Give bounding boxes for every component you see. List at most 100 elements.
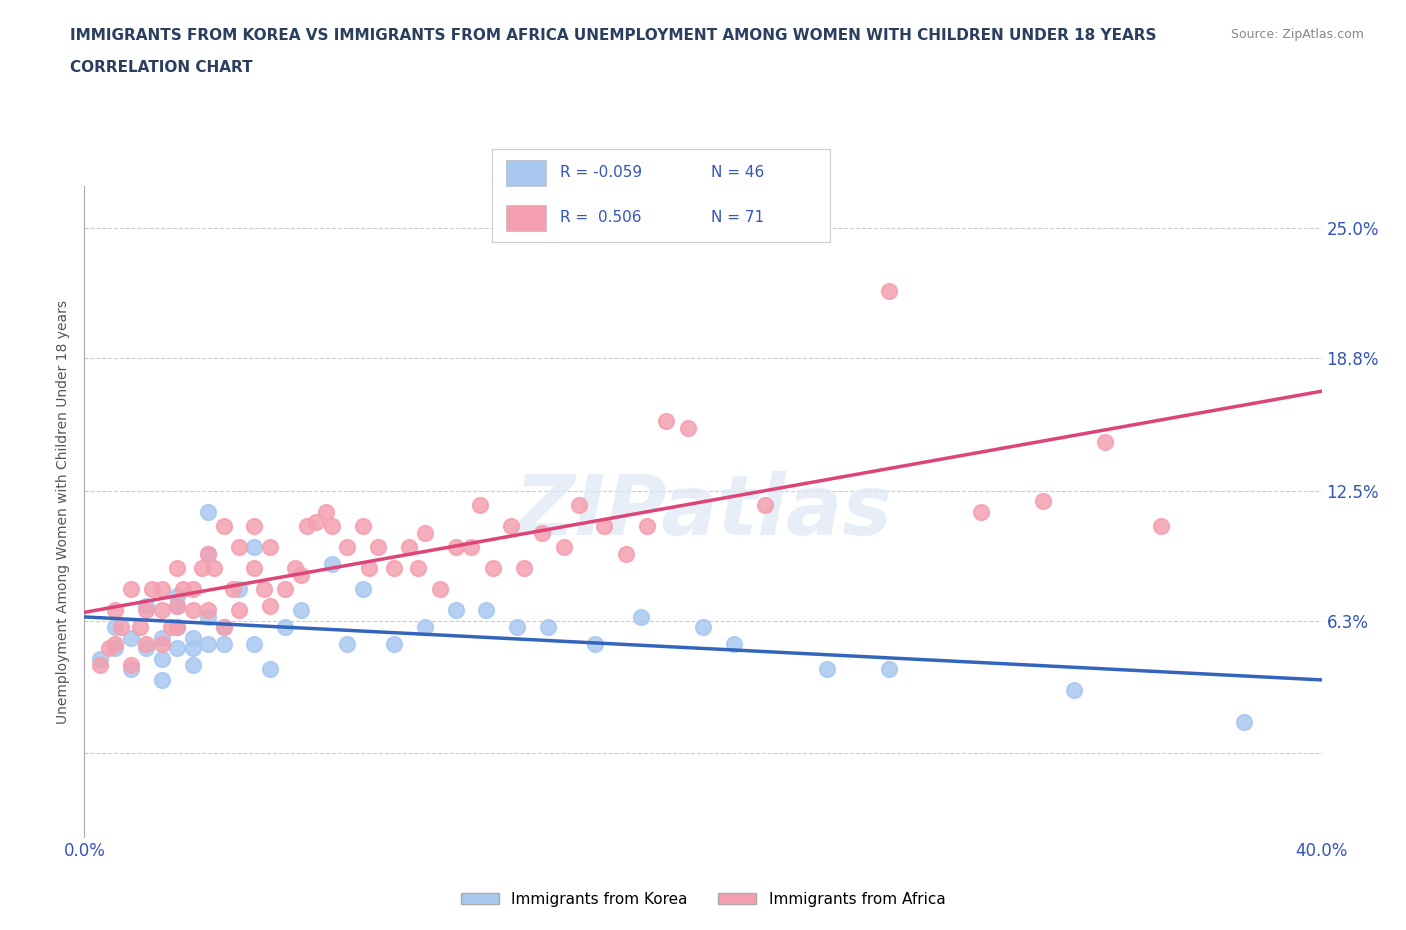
Point <box>315 504 337 519</box>
Text: Source: ZipAtlas.com: Source: ZipAtlas.com <box>1230 28 1364 41</box>
Point <box>531 525 554 540</box>
Y-axis label: Unemployment Among Women with Children Under 18 years: Unemployment Among Women with Children U… <box>56 299 70 724</box>
FancyBboxPatch shape <box>506 160 546 186</box>
Point <box>135 599 157 614</box>
Point <box>259 599 281 614</box>
Point <box>150 630 173 644</box>
Point <box>212 619 235 634</box>
Point <box>970 504 993 519</box>
Point <box>197 546 219 561</box>
Point <box>398 539 420 554</box>
Point <box>1032 494 1054 509</box>
Point <box>444 603 467 618</box>
Point <box>754 498 776 512</box>
Point <box>104 636 127 651</box>
Point <box>537 619 560 634</box>
Point <box>413 619 436 634</box>
Point <box>243 561 266 576</box>
Text: R =  0.506: R = 0.506 <box>560 210 641 225</box>
Point <box>181 603 204 618</box>
Text: ZIPatlas: ZIPatlas <box>515 471 891 552</box>
Point <box>408 561 430 576</box>
Point <box>305 514 328 529</box>
Point <box>1233 714 1256 729</box>
Point <box>197 609 219 624</box>
Point <box>160 619 183 634</box>
Point <box>222 582 245 597</box>
Point <box>321 519 343 534</box>
Point <box>120 630 142 644</box>
Point <box>166 599 188 614</box>
Point <box>166 599 188 614</box>
Text: R = -0.059: R = -0.059 <box>560 166 641 180</box>
Point <box>212 636 235 651</box>
Point <box>120 582 142 597</box>
Point <box>553 539 575 554</box>
Point <box>877 284 900 299</box>
Point <box>181 641 204 656</box>
Point <box>243 636 266 651</box>
Point <box>166 619 188 634</box>
Point <box>104 619 127 634</box>
Point <box>290 567 312 582</box>
Point <box>636 519 658 534</box>
Point <box>135 641 157 656</box>
Point <box>367 539 389 554</box>
Point <box>352 519 374 534</box>
Point <box>89 651 111 666</box>
Point <box>692 619 714 634</box>
Point <box>150 672 173 687</box>
Point <box>150 651 173 666</box>
Point <box>104 641 127 656</box>
Point <box>259 661 281 676</box>
Point <box>1063 683 1085 698</box>
Point <box>877 661 900 676</box>
Point <box>1094 434 1116 449</box>
Point <box>630 609 652 624</box>
Point <box>166 619 188 634</box>
Point <box>284 561 307 576</box>
Point <box>150 582 173 597</box>
Point <box>135 636 157 651</box>
Point <box>506 619 529 634</box>
Point <box>104 603 127 618</box>
Point <box>197 636 219 651</box>
Point <box>212 519 235 534</box>
Point <box>357 561 380 576</box>
Text: N = 46: N = 46 <box>711 166 765 180</box>
Point <box>723 636 745 651</box>
Point <box>129 619 152 634</box>
Point <box>120 661 142 676</box>
Point <box>197 603 219 618</box>
Point <box>295 519 318 534</box>
Point <box>274 619 297 634</box>
Point <box>475 603 498 618</box>
Text: N = 71: N = 71 <box>711 210 765 225</box>
Point <box>382 561 405 576</box>
Point <box>470 498 492 512</box>
Point <box>815 661 838 676</box>
Point <box>181 658 204 672</box>
Point <box>413 525 436 540</box>
Point <box>166 561 188 576</box>
Point <box>197 504 219 519</box>
Point <box>460 539 482 554</box>
Point <box>614 546 637 561</box>
Point <box>191 561 214 576</box>
Point <box>141 582 163 597</box>
Point <box>1150 519 1173 534</box>
Point <box>202 561 225 576</box>
Point <box>110 619 132 634</box>
Point <box>166 641 188 656</box>
Point <box>568 498 591 512</box>
Point <box>120 658 142 672</box>
Text: IMMIGRANTS FROM KOREA VS IMMIGRANTS FROM AFRICA UNEMPLOYMENT AMONG WOMEN WITH CH: IMMIGRANTS FROM KOREA VS IMMIGRANTS FROM… <box>70 28 1157 43</box>
Point <box>382 636 405 651</box>
Point <box>321 556 343 571</box>
Point <box>290 603 312 618</box>
Point <box>197 546 219 561</box>
Point <box>181 582 204 597</box>
Point <box>259 539 281 554</box>
Point <box>243 519 266 534</box>
Point <box>228 582 250 597</box>
